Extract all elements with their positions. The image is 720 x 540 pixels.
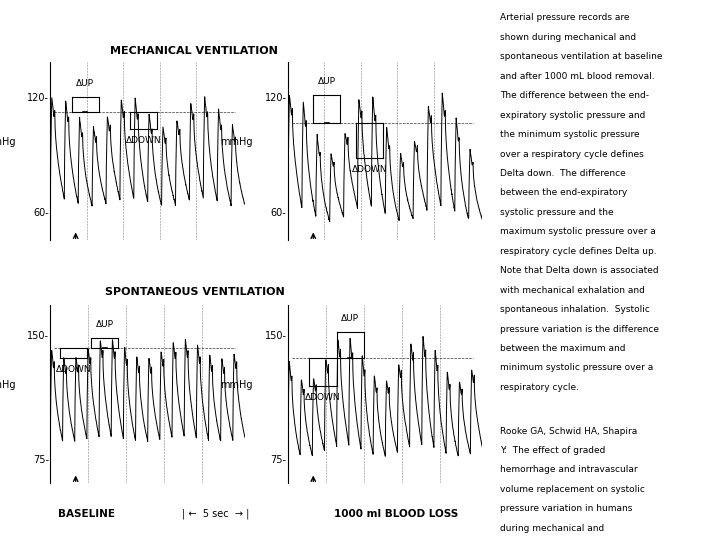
Text: ΔUP: ΔUP	[318, 77, 336, 86]
Text: 1000 ml BLOOD LOSS: 1000 ml BLOOD LOSS	[334, 509, 458, 519]
Text: The difference between the end-: The difference between the end-	[500, 91, 649, 100]
Text: minimum systolic pressure over a: minimum systolic pressure over a	[500, 363, 654, 373]
Y-axis label: mmHg: mmHg	[0, 380, 15, 390]
Text: the minimum systolic pressure: the minimum systolic pressure	[500, 130, 640, 139]
Text: pressure variation in humans: pressure variation in humans	[500, 504, 633, 514]
Text: SPONTANEOUS VENTILATION: SPONTANEOUS VENTILATION	[104, 287, 284, 296]
Text: pressure variation is the difference: pressure variation is the difference	[500, 325, 660, 334]
Text: ΔDOWN: ΔDOWN	[56, 365, 91, 374]
Text: between the maximum and: between the maximum and	[500, 344, 626, 353]
Text: spontaneous ventilation at baseline: spontaneous ventilation at baseline	[500, 52, 663, 62]
Text: BASELINE: BASELINE	[58, 509, 115, 519]
Y-axis label: mmHg: mmHg	[220, 380, 253, 390]
Text: respiratory cycle defines Delta up.: respiratory cycle defines Delta up.	[500, 247, 657, 256]
Text: ΔDOWN: ΔDOWN	[305, 393, 341, 402]
Text: Rooke GA, Schwid HA, Shapira: Rooke GA, Schwid HA, Shapira	[500, 427, 638, 436]
Text: with mechanical exhalation and: with mechanical exhalation and	[500, 286, 645, 295]
Text: and after 1000 mL blood removal.: and after 1000 mL blood removal.	[500, 72, 655, 81]
Text: ΔDOWN: ΔDOWN	[126, 136, 161, 145]
Text: ΔUP: ΔUP	[341, 314, 359, 322]
Text: expiratory systolic pressure and: expiratory systolic pressure and	[500, 111, 646, 120]
Text: between the end-expiratory: between the end-expiratory	[500, 188, 628, 198]
Text: spontaneous inhalation.  Systolic: spontaneous inhalation. Systolic	[500, 305, 650, 314]
Text: Note that Delta down is associated: Note that Delta down is associated	[500, 266, 659, 275]
Text: MECHANICAL VENTILATION: MECHANICAL VENTILATION	[110, 46, 279, 56]
Text: over a respiratory cycle defines: over a respiratory cycle defines	[500, 150, 644, 159]
Text: Y:  The effect of graded: Y: The effect of graded	[500, 446, 606, 455]
Text: Arterial pressure records are: Arterial pressure records are	[500, 14, 630, 23]
Text: respiratory cycle.: respiratory cycle.	[500, 383, 580, 392]
Text: | ←  5 sec  → |: | ← 5 sec → |	[182, 509, 250, 519]
Text: hemorrhage and intravascular: hemorrhage and intravascular	[500, 465, 638, 475]
Text: shown during mechanical and: shown during mechanical and	[500, 33, 636, 42]
Text: ΔUP: ΔUP	[96, 320, 114, 329]
Text: during mechanical and: during mechanical and	[500, 524, 605, 533]
Text: ΔUP: ΔUP	[76, 79, 94, 87]
Text: Delta down.  The difference: Delta down. The difference	[500, 169, 626, 178]
Text: ΔDOWN: ΔDOWN	[352, 165, 387, 174]
Text: systolic pressure and the: systolic pressure and the	[500, 208, 614, 217]
Text: volume replacement on systolic: volume replacement on systolic	[500, 485, 645, 494]
Text: maximum systolic pressure over a: maximum systolic pressure over a	[500, 227, 656, 237]
Y-axis label: mmHg: mmHg	[220, 137, 253, 147]
Y-axis label: mmHg: mmHg	[0, 137, 15, 147]
